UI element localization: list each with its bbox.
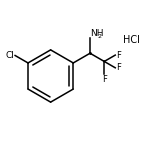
Text: NH: NH: [90, 29, 104, 38]
Text: HCl: HCl: [123, 35, 140, 45]
Text: F: F: [116, 51, 121, 60]
Text: F: F: [116, 63, 121, 72]
Text: F: F: [102, 75, 107, 84]
Text: Cl: Cl: [5, 51, 14, 60]
Text: 2: 2: [98, 34, 102, 39]
